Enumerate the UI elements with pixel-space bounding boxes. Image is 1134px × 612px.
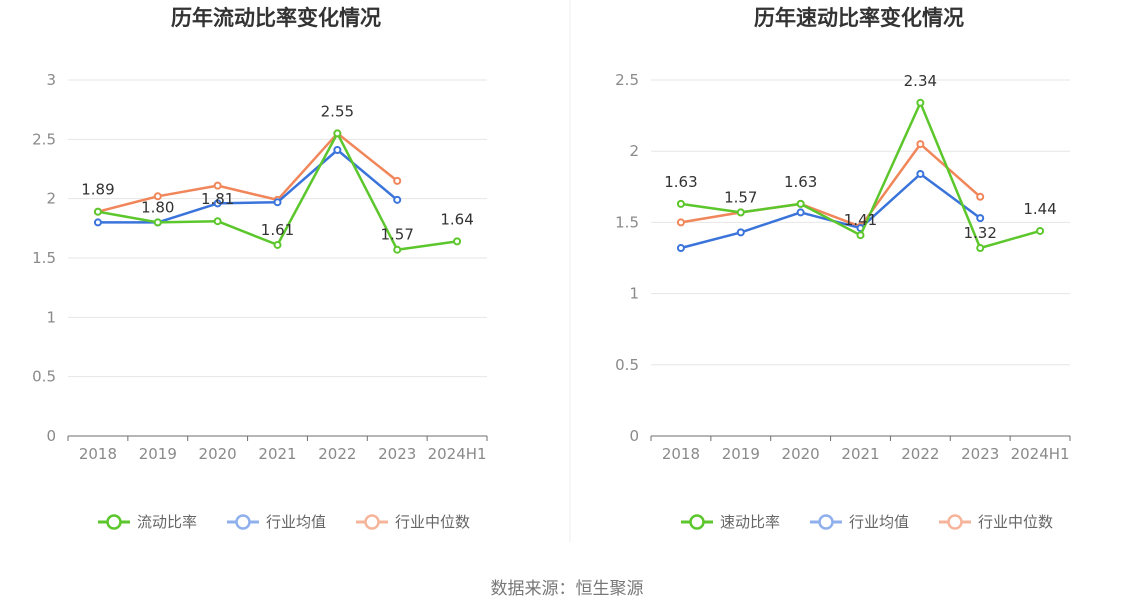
legend-label: 行业均值 xyxy=(266,513,326,531)
chart-title: 历年速动比率变化情况 xyxy=(754,6,964,30)
data-point-industry_median xyxy=(153,192,162,201)
x-tick-label: 2020 xyxy=(199,445,237,463)
data-label: 1.57 xyxy=(724,188,757,206)
data-point-industry_median xyxy=(213,181,222,190)
data-label: 1.63 xyxy=(784,173,817,191)
chart-title: 历年流动比率变化情况 xyxy=(171,6,381,30)
y-tick-label: 1 xyxy=(46,308,56,326)
x-tick-label: 2019 xyxy=(139,445,177,463)
legend-marker xyxy=(689,514,705,530)
data-point-industry_avg xyxy=(273,198,282,207)
data-point-industry_avg xyxy=(333,146,342,155)
data-point-company xyxy=(93,207,102,216)
data-point-company xyxy=(393,245,402,254)
data-point-company xyxy=(916,98,925,107)
data-point-company xyxy=(273,240,282,249)
legend-item-company: 速动比率 xyxy=(681,513,780,531)
x-tick-label: 2022 xyxy=(901,445,939,463)
data-point-company xyxy=(153,218,162,227)
legend-item-industry_median: 行业中位数 xyxy=(356,513,470,531)
x-tick-label: 2018 xyxy=(79,445,117,463)
y-tick-label: 1.5 xyxy=(615,213,639,231)
y-tick-label: 2.5 xyxy=(32,130,56,148)
legend-marker xyxy=(818,514,834,530)
data-point-industry_avg xyxy=(93,218,102,227)
data-point-industry_avg xyxy=(796,208,805,217)
data-point-industry_avg xyxy=(976,214,985,223)
data-label: 1.81 xyxy=(201,190,234,208)
data-label: 2.55 xyxy=(321,102,354,120)
y-tick-label: 2 xyxy=(46,190,56,208)
y-tick-label: 2.5 xyxy=(615,71,639,89)
legend-item-industry_avg: 行业均值 xyxy=(227,513,326,531)
source-note: 数据来源：恒生聚源 xyxy=(490,579,644,599)
series-line-industry_avg xyxy=(97,148,399,224)
data-point-company xyxy=(796,199,805,208)
y-tick-label: 2 xyxy=(629,142,639,160)
data-point-company xyxy=(676,199,685,208)
x-tick-label: 2024H1 xyxy=(1011,445,1070,463)
x-tick-label: 2020 xyxy=(782,445,820,463)
data-point-company xyxy=(1036,226,1045,235)
y-tick-label: 1.5 xyxy=(32,249,56,267)
series-line-industry_median xyxy=(680,142,982,228)
x-tick-label: 2019 xyxy=(722,445,760,463)
data-point-industry_avg xyxy=(736,228,745,237)
data-point-industry_median xyxy=(676,218,685,227)
data-label: 1.89 xyxy=(81,181,114,199)
data-label: 1.61 xyxy=(261,221,294,239)
data-label: 1.32 xyxy=(964,224,997,242)
legend-item-industry_avg: 行业均值 xyxy=(810,513,909,531)
y-tick-label: 0 xyxy=(629,427,639,445)
data-point-company xyxy=(213,217,222,226)
data-label: 2.34 xyxy=(904,72,937,90)
data-label: 1.64 xyxy=(440,210,473,228)
legend-label: 行业中位数 xyxy=(395,513,470,531)
data-point-industry_median xyxy=(916,140,925,149)
legend-label: 行业中位数 xyxy=(978,513,1053,531)
data-point-company xyxy=(453,237,462,246)
data-label: 1.44 xyxy=(1023,200,1056,218)
data-point-company xyxy=(856,231,865,240)
x-tick-label: 2018 xyxy=(662,445,700,463)
legend-marker xyxy=(106,514,122,530)
x-tick-label: 2021 xyxy=(841,445,879,463)
x-tick-label: 2024H1 xyxy=(428,445,487,463)
data-point-industry_avg xyxy=(676,244,685,253)
legend-label: 流动比率 xyxy=(137,513,197,531)
x-tick-label: 2023 xyxy=(961,445,999,463)
legend-label: 速动比率 xyxy=(720,513,780,531)
chart-2: 历年速动比率变化情况 0 0.5 1 1.5 2 2.5 2018 2019 2020 2021 20… xyxy=(615,6,1071,531)
series-line-industry_median xyxy=(97,132,398,213)
y-tick-label: 0.5 xyxy=(615,356,639,374)
y-tick-label: 1 xyxy=(629,285,639,303)
data-point-industry_avg xyxy=(213,199,222,208)
chart-1: 历年流动比率变化情况 0 0.5 1 1.5 2 2.5 3 2018 2019 2020 2021 2… xyxy=(32,6,488,531)
y-tick-label: 0 xyxy=(46,427,56,445)
data-point-company xyxy=(736,208,745,217)
data-point-industry_median xyxy=(976,192,985,201)
legend-marker xyxy=(235,514,251,530)
data-point-company xyxy=(333,129,342,138)
data-point-industry_avg xyxy=(916,169,925,178)
y-tick-label: 0.5 xyxy=(32,368,56,386)
legend-marker xyxy=(364,514,380,530)
data-label: 1.41 xyxy=(844,211,877,229)
data-point-company xyxy=(976,244,985,253)
legend-item-industry_median: 行业中位数 xyxy=(939,513,1053,531)
charts-canvas: 历年流动比率变化情况 0 0.5 1 1.5 2 2.5 3 2018 2019 2020 2021 2… xyxy=(32,0,1071,542)
data-point-industry_median xyxy=(393,176,402,185)
data-label: 1.63 xyxy=(664,173,697,191)
x-tick-label: 2023 xyxy=(378,445,416,463)
legend-marker xyxy=(947,514,963,530)
x-tick-label: 2022 xyxy=(318,445,356,463)
data-label: 1.80 xyxy=(141,198,174,216)
legend-label: 行业均值 xyxy=(849,513,909,531)
y-tick-label: 3 xyxy=(46,71,56,89)
x-tick-label: 2021 xyxy=(258,445,296,463)
legend-item-company: 流动比率 xyxy=(98,513,197,531)
data-point-industry_avg xyxy=(393,195,402,204)
data-label: 1.57 xyxy=(381,226,414,244)
